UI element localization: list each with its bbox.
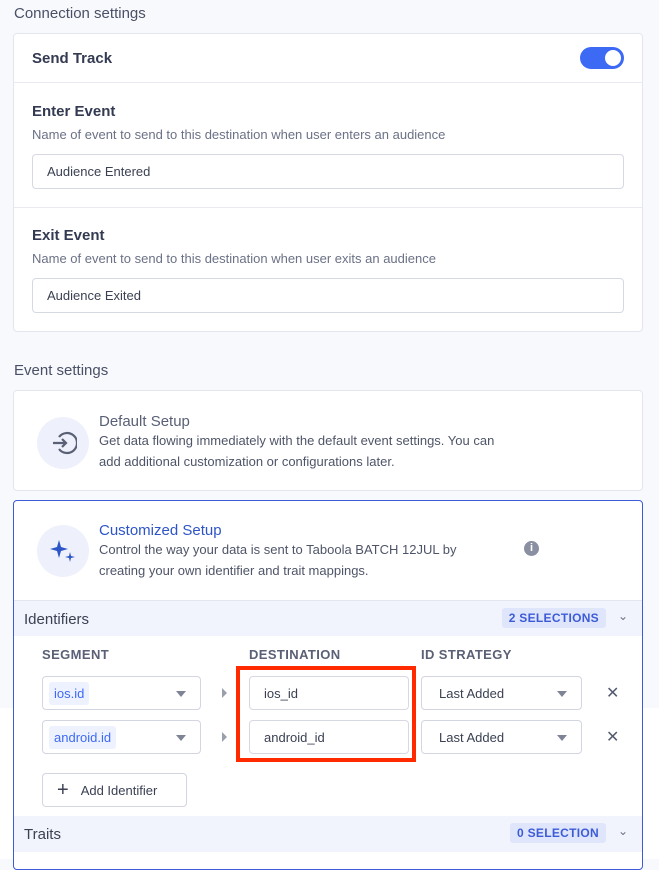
add-identifier-label: Add Identifier bbox=[80, 782, 158, 798]
connection-settings-title: Connection settings bbox=[14, 5, 146, 22]
enter-event-input[interactable]: Audience Entered bbox=[32, 154, 624, 189]
default-setup-title: Default Setup bbox=[99, 413, 190, 430]
send-track-label: Send Track bbox=[32, 50, 113, 67]
chevron-down-icon[interactable]: ⌄ bbox=[617, 824, 628, 838]
strategy-select[interactable]: Last Added bbox=[421, 676, 582, 710]
traits-badge: 0 SELECTION bbox=[510, 823, 606, 843]
traits-header[interactable]: Traits 0 SELECTION ⌄ bbox=[14, 816, 642, 852]
highlight-box bbox=[236, 666, 416, 762]
segment-select[interactable]: ios.id bbox=[42, 676, 201, 710]
connection-settings-card: Send Track Enter Event Name of event to … bbox=[13, 33, 643, 332]
traits-title: Traits bbox=[24, 826, 61, 843]
caret-down-icon bbox=[176, 691, 186, 697]
default-setup-option[interactable]: Default Setup Get data flowing immediate… bbox=[13, 390, 643, 491]
sparkles-icon bbox=[37, 525, 89, 577]
exit-event-input[interactable]: Audience Exited bbox=[32, 278, 624, 313]
default-setup-desc: Get data flowing immediately with the de… bbox=[99, 433, 495, 448]
plus-icon: + bbox=[57, 778, 69, 801]
customized-setup-desc: Control the way your data is sent to Tab… bbox=[99, 542, 457, 557]
remove-icon[interactable]: ✕ bbox=[606, 685, 620, 702]
destination-column-header: DESTINATION bbox=[249, 647, 341, 662]
caret-down-icon bbox=[176, 735, 186, 741]
enter-event-hint: Name of event to send to this destinatio… bbox=[32, 127, 446, 142]
segment-value: ios.id bbox=[49, 681, 90, 705]
strategy-column-header: ID STRATEGY bbox=[421, 647, 512, 662]
destination-input[interactable]: ios_id bbox=[249, 676, 409, 710]
remove-icon[interactable]: ✕ bbox=[606, 729, 620, 746]
identifiers-title: Identifiers bbox=[24, 611, 90, 628]
arrow-right-icon bbox=[222, 732, 227, 742]
customized-setup-desc-2: creating your own identifier and trait m… bbox=[99, 563, 369, 578]
identifiers-badge: 2 SELECTIONS bbox=[501, 608, 606, 628]
caret-down-icon bbox=[557, 691, 567, 697]
info-icon[interactable]: i bbox=[524, 541, 539, 556]
segment-value: android.id bbox=[49, 725, 117, 749]
customized-setup-option[interactable]: Customized Setup Control the way your da… bbox=[13, 500, 643, 870]
add-identifier-button[interactable]: + Add Identifier bbox=[42, 773, 187, 807]
send-track-toggle[interactable] bbox=[580, 47, 624, 69]
exit-event-label: Exit Event bbox=[32, 227, 105, 244]
event-settings-title: Event settings bbox=[14, 362, 109, 379]
arrow-right-icon bbox=[222, 688, 227, 698]
strategy-value: Last Added bbox=[439, 729, 505, 745]
sign-in-icon bbox=[37, 417, 89, 469]
default-setup-desc-2: add additional customization or configur… bbox=[99, 454, 395, 469]
strategy-select[interactable]: Last Added bbox=[421, 720, 582, 754]
destination-input[interactable]: android_id bbox=[249, 720, 409, 754]
caret-down-icon bbox=[557, 735, 567, 741]
enter-event-label: Enter Event bbox=[32, 103, 116, 120]
chevron-down-icon[interactable]: ⌄ bbox=[617, 609, 628, 623]
segment-column-header: SEGMENT bbox=[42, 647, 110, 662]
customized-setup-title: Customized Setup bbox=[99, 522, 222, 539]
segment-select[interactable]: android.id bbox=[42, 720, 201, 754]
strategy-value: Last Added bbox=[439, 685, 505, 701]
exit-event-hint: Name of event to send to this destinatio… bbox=[32, 251, 436, 266]
identifiers-header[interactable]: Identifiers 2 SELECTIONS ⌄ bbox=[14, 600, 642, 636]
